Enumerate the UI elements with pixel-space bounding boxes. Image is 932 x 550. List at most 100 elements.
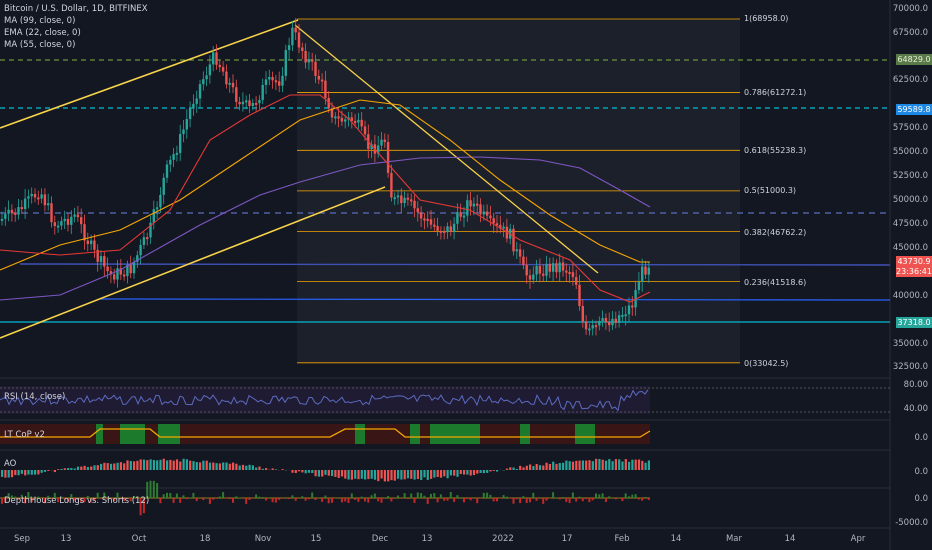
candle-body <box>10 209 14 213</box>
ao-bar <box>482 470 485 474</box>
candle-body <box>152 209 155 223</box>
depth-bar <box>43 498 46 504</box>
ao-bar <box>294 470 297 474</box>
ao-bar <box>238 465 241 470</box>
ao-bar <box>624 459 627 470</box>
candle-body <box>116 268 119 280</box>
depth-bar <box>195 498 198 502</box>
depth-bar <box>225 498 228 499</box>
ao-bar <box>27 470 30 475</box>
depth-bar <box>175 493 178 498</box>
ao-bar <box>529 464 532 470</box>
cyan-level-badge: 59589.8 <box>896 104 932 115</box>
depth-bar <box>166 492 168 498</box>
ao-bar <box>67 468 70 470</box>
depth-bar <box>598 494 601 498</box>
ao-bar <box>515 468 518 470</box>
candle-body <box>548 263 551 272</box>
x-tick: 15 <box>310 534 322 544</box>
candle-body <box>258 99 261 104</box>
depth-bar <box>397 495 399 498</box>
depth-bar <box>27 492 30 498</box>
depth-bar <box>575 498 578 502</box>
depth-bar <box>354 498 357 500</box>
candle-body <box>542 273 545 276</box>
depth-bar <box>608 496 611 498</box>
candle-body <box>268 76 271 80</box>
chart-legend: Bitcoin / U.S. Dollar, 1D, BITFINEX MA (… <box>4 3 148 51</box>
ao-bar <box>347 470 350 480</box>
ao-bar <box>426 470 429 480</box>
depth-bar <box>106 498 109 500</box>
fib-label: 0(33042.5) <box>744 359 789 368</box>
ao-bar <box>631 459 634 470</box>
candle-body <box>584 321 588 330</box>
ao-bar <box>406 470 410 479</box>
x-tick: Sep <box>13 534 31 544</box>
ao-bar <box>271 468 274 470</box>
candle-body <box>383 139 386 142</box>
ao-bar <box>70 468 73 470</box>
ao-bar <box>258 466 261 470</box>
ao-bar <box>298 470 301 472</box>
candle-body <box>446 226 449 233</box>
depth-bar <box>502 495 505 498</box>
ao-bar <box>360 470 363 479</box>
depth-bar <box>159 498 162 504</box>
ao-bar <box>492 470 495 471</box>
ltcop-green-zone <box>120 424 145 444</box>
candle-body <box>172 154 175 160</box>
depth-bar <box>60 496 63 498</box>
ao-bar <box>123 463 126 470</box>
candle-body <box>456 212 459 224</box>
candle-body <box>492 218 495 224</box>
candle-body <box>195 98 198 104</box>
ao-bar <box>235 463 238 470</box>
candle-body <box>287 45 291 51</box>
ao-bar <box>377 470 380 482</box>
ao-bar <box>466 470 469 475</box>
depth-bar <box>532 492 535 498</box>
candle-body <box>363 126 367 135</box>
ao-bar <box>331 470 334 477</box>
x-tick: 14 <box>784 534 796 544</box>
candle-body <box>479 204 482 215</box>
depth-bar <box>20 494 23 498</box>
depth-bar <box>604 498 607 502</box>
ao-bar <box>182 458 185 470</box>
candle-body <box>179 134 182 153</box>
candle-body <box>502 226 505 229</box>
candle-body <box>83 224 86 241</box>
candle-body <box>70 216 73 225</box>
candle-body <box>436 226 439 231</box>
candle-body <box>241 101 245 105</box>
candle-body <box>565 270 568 273</box>
depth-bar <box>70 494 73 498</box>
depth-bar <box>100 498 102 499</box>
candle-body <box>50 203 53 223</box>
candle-body <box>129 264 132 274</box>
depth-bar <box>327 498 330 504</box>
ao-bar <box>535 464 538 470</box>
ao-bar <box>222 462 225 470</box>
ao-bar <box>324 470 327 475</box>
depth-bar <box>307 498 310 500</box>
fib-label: 0.786(61272.1) <box>744 88 807 97</box>
depth-bar <box>304 498 307 501</box>
candle-body <box>558 262 561 273</box>
ao-bar <box>136 460 139 470</box>
ao-bar <box>301 470 304 473</box>
candle-body <box>264 79 268 85</box>
ao-bar <box>575 460 578 470</box>
candle-body <box>353 120 357 123</box>
ao-bar <box>393 470 396 481</box>
depth-bar <box>90 498 93 503</box>
candle-body <box>146 237 149 240</box>
depth-bar <box>142 498 145 514</box>
price-tick: 32500.0 <box>892 362 928 372</box>
depth-bar <box>439 494 442 498</box>
ao-bar <box>20 470 23 474</box>
depth-bar <box>133 496 135 498</box>
candle-body <box>439 230 443 233</box>
